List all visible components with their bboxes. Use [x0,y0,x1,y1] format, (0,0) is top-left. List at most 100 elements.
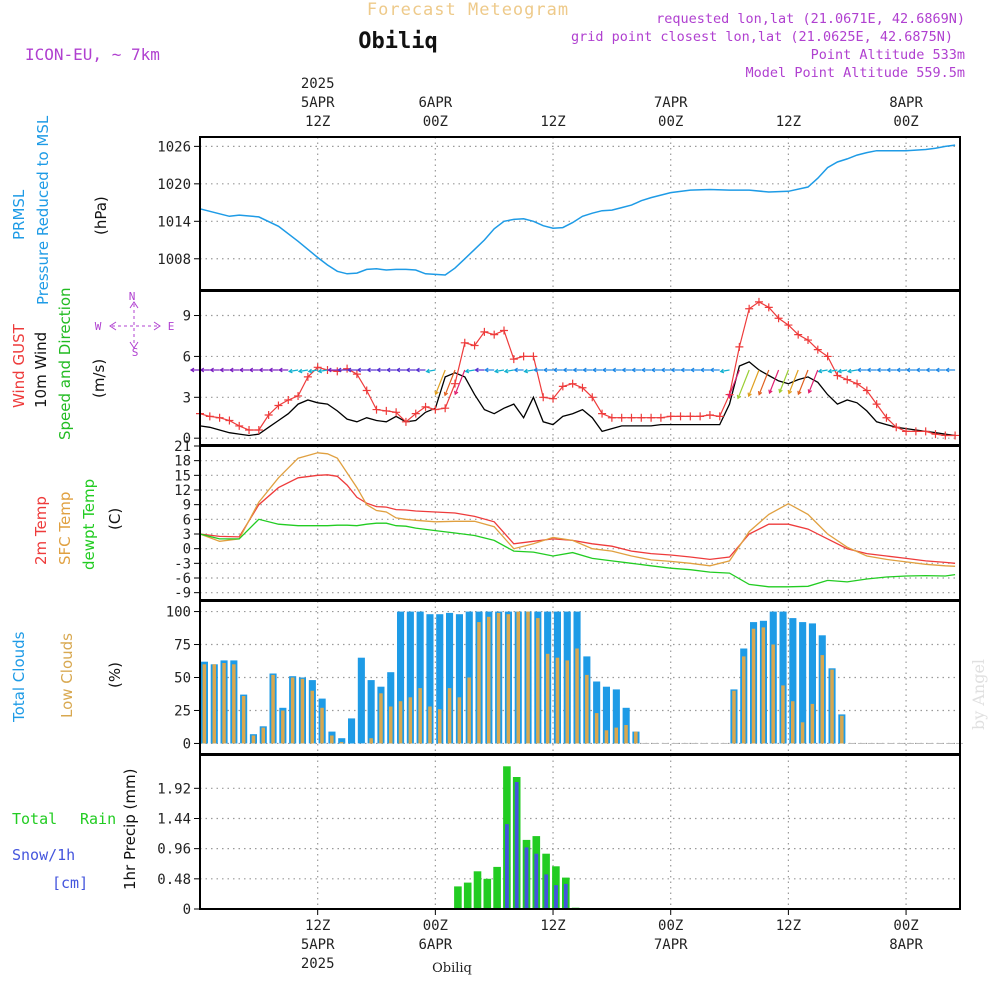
wind-gust-marker [578,383,587,392]
clouds-ytick-label: 75 [174,638,191,654]
low-cloud-bar [467,677,471,744]
wind-direction-arrowhead [935,367,940,373]
low-cloud-bar [281,710,285,744]
wind-gust-marker [843,375,852,384]
wind-gust-marker [568,379,577,388]
precip-ytick-label: 1.92 [157,781,191,797]
low-cloud-bar [771,644,775,744]
bottom-time-label: 12Z [776,918,801,934]
low-cloud-bar [555,657,560,744]
wind-direction-arrowhead [434,390,439,396]
temp-ytick-label: 6 [183,512,191,528]
low-cloud-bar [212,664,216,744]
wind-direction-arrow [728,369,740,398]
info-line-1: requested lon,lat (21.0671E, 42.6869N) [656,11,965,27]
wind-direction-arrowhead [727,393,732,399]
wind-direction-arrowhead [778,388,783,394]
wind-direction-arrowhead [327,367,332,373]
wind-direction-arrowhead [925,367,930,373]
low-cloud-bar [751,628,756,744]
wind-direction-arrowhead [886,367,891,373]
low-cloud-bar [840,715,844,744]
wind-direction-arrowhead [189,367,195,373]
low-cloud-bar [320,707,324,744]
wind-direction-arrowhead [689,367,695,373]
wind-direction-arrowhead [837,368,842,374]
wind-gust-marker [872,400,881,409]
wind-direction-arrowhead [464,368,470,374]
temp-ytick-label: 21 [174,439,191,455]
temp-ytick-label: 0 [183,542,191,558]
wind-gust-marker [529,352,538,361]
wind-gust-marker [450,379,459,388]
wind-speed-line [199,361,956,437]
low-cloud-bar [781,685,785,744]
low-cloud-bar [761,627,766,744]
total-cloud-bar [446,612,454,744]
precip-labels: Total Rain Snow/1h [cm] 1hr Precip (mm) [12,769,139,892]
wind-direction-arrow [524,369,534,373]
wind-direction-arrow [808,369,819,393]
wind-10m-label: 10m Wind [32,332,50,408]
wind-gust-marker [519,352,528,361]
wind-direction-arrowhead [405,367,411,373]
wind-direction-arrowhead [747,392,752,398]
wind-panel: 0 3 6 9 [183,290,961,447]
wind-gust-marker [745,304,754,313]
watermark: by Angel [969,659,988,730]
rain-bar [493,866,501,909]
low-cloud-bar [447,688,452,744]
snow-bar [563,883,568,909]
tsfc-line [199,452,956,567]
wind-direction-arrow [444,369,456,396]
compass-north: N [129,290,136,303]
bottom-time-label: 5APR [301,937,335,953]
temp-unit-label: (C) [106,508,124,530]
snow-bar [544,874,549,909]
wind-direction-arrowhead [443,391,449,397]
low-cloud-bar [634,731,638,744]
wind-unit-label: (m/s) [90,359,108,398]
pressure-panel: 1008 1014 1020 1026 [157,136,961,291]
precip-axis-label: 1hr Precip (mm) [121,769,139,890]
wind-gust-marker [392,408,401,417]
top-time-axis: 2025 5APR 12Z 6APR 00Z 12Z 7APR 00Z 12Z 8APR 00Z [301,76,924,130]
bottom-time-label: 00Z [423,918,448,934]
wind-direction-arrow [797,369,809,395]
wind-direction-arrowhead [425,368,430,374]
low-cloud-bar [487,616,491,744]
wind-direction-arrowhead [503,368,509,374]
wind-gust-marker [509,355,518,364]
total-cloud-bar [789,618,797,744]
wind-direction-arrowhead [562,367,567,373]
wind-gust-marker [382,406,391,415]
wind-labels: Wind GUST 10m Wind Speed and Direction (… [10,287,174,440]
total-cloud-bar [455,614,463,744]
wind-gust-marker [303,372,312,381]
dewpt-line [199,518,956,588]
wind-direction-arrowhead [757,390,763,396]
wind-ytick-label: 6 [183,349,191,365]
wind-direction-arrowhead [238,367,244,373]
wind-direction-arrowhead [336,367,342,373]
prmsl-label: PRMSL [10,189,28,240]
low-cloud-bar [604,730,609,744]
pressure-ytick-label: 1026 [157,139,191,155]
low-cloud-bar [310,690,314,744]
wind-direction-arrow [289,369,299,373]
pressure-ytick-label: 1008 [157,252,191,268]
wind-direction-arrow [828,369,838,373]
wind-gust-marker [921,427,930,436]
low-cloud-bar [202,664,207,744]
temp-ytick-label: 3 [183,527,191,543]
wind-gust-marker [696,412,705,421]
wind-direction-arrowhead [484,367,489,373]
top-time-label: 00Z [658,114,683,130]
wind-direction-arrowhead [523,368,529,374]
wind-direction-arrowhead [513,367,518,373]
total-clouds-label: Total Clouds [10,631,28,723]
compass-south: S [132,346,139,359]
wind-gust-marker [598,409,607,418]
wind-dir-label: Speed and Direction [56,287,74,440]
low-cloud-bar [369,738,373,744]
